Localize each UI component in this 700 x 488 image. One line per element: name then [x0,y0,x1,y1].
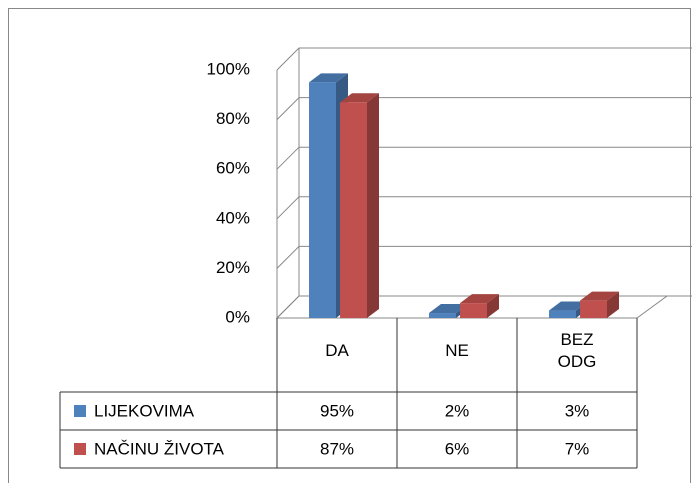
bar-front [580,300,607,318]
y-tick-label: 0% [225,307,250,326]
y-tick-label: 60% [216,159,250,178]
bar [340,93,379,319]
legend-swatch [74,405,86,417]
category-label: BEZ ODG [558,330,597,371]
legend-label: LIJEKOVIMA [94,401,195,420]
grid-line [276,97,692,120]
table-value: 95% [320,401,354,420]
bar [309,73,348,319]
legend-label: NAČINU ŽIVOTA [94,439,225,458]
bar-front [340,102,367,319]
bar-top [460,294,499,304]
grid-line [276,47,692,71]
bar [460,294,499,318]
category-label-line: NE [445,341,469,360]
grid-line [276,245,692,269]
y-tick-label: 100% [207,59,250,78]
bar-front [309,82,336,319]
category-label: DA [325,341,349,360]
y-tick-label: 20% [216,258,250,277]
bar [580,291,619,318]
bar-side [607,291,619,318]
bar-front [429,313,456,318]
bar-top [309,73,348,83]
legend-swatch [74,443,86,455]
y-tick-label: 80% [216,109,250,128]
bar-top [580,291,619,301]
table-value: 6% [445,439,470,458]
table-value: 3% [565,401,590,420]
bar-front [460,303,487,318]
bar-top [429,304,468,314]
category-label-line: DA [325,341,349,360]
bar-side [367,93,379,319]
table-value: 2% [445,401,470,420]
y-tick-label: 40% [216,208,250,227]
grid-line [276,295,692,319]
category-label-line: ODG [558,352,597,371]
bar-top [549,301,588,311]
table-value: 7% [565,439,590,458]
category-label-line: BEZ [560,330,593,349]
bar-side [487,294,499,318]
chart-border [8,8,691,488]
grid-line [276,196,692,220]
table-value: 87% [320,439,354,458]
category-label: NE [445,341,469,360]
bar-front [549,310,576,318]
bar-top [340,93,379,103]
grid-line [276,146,692,170]
